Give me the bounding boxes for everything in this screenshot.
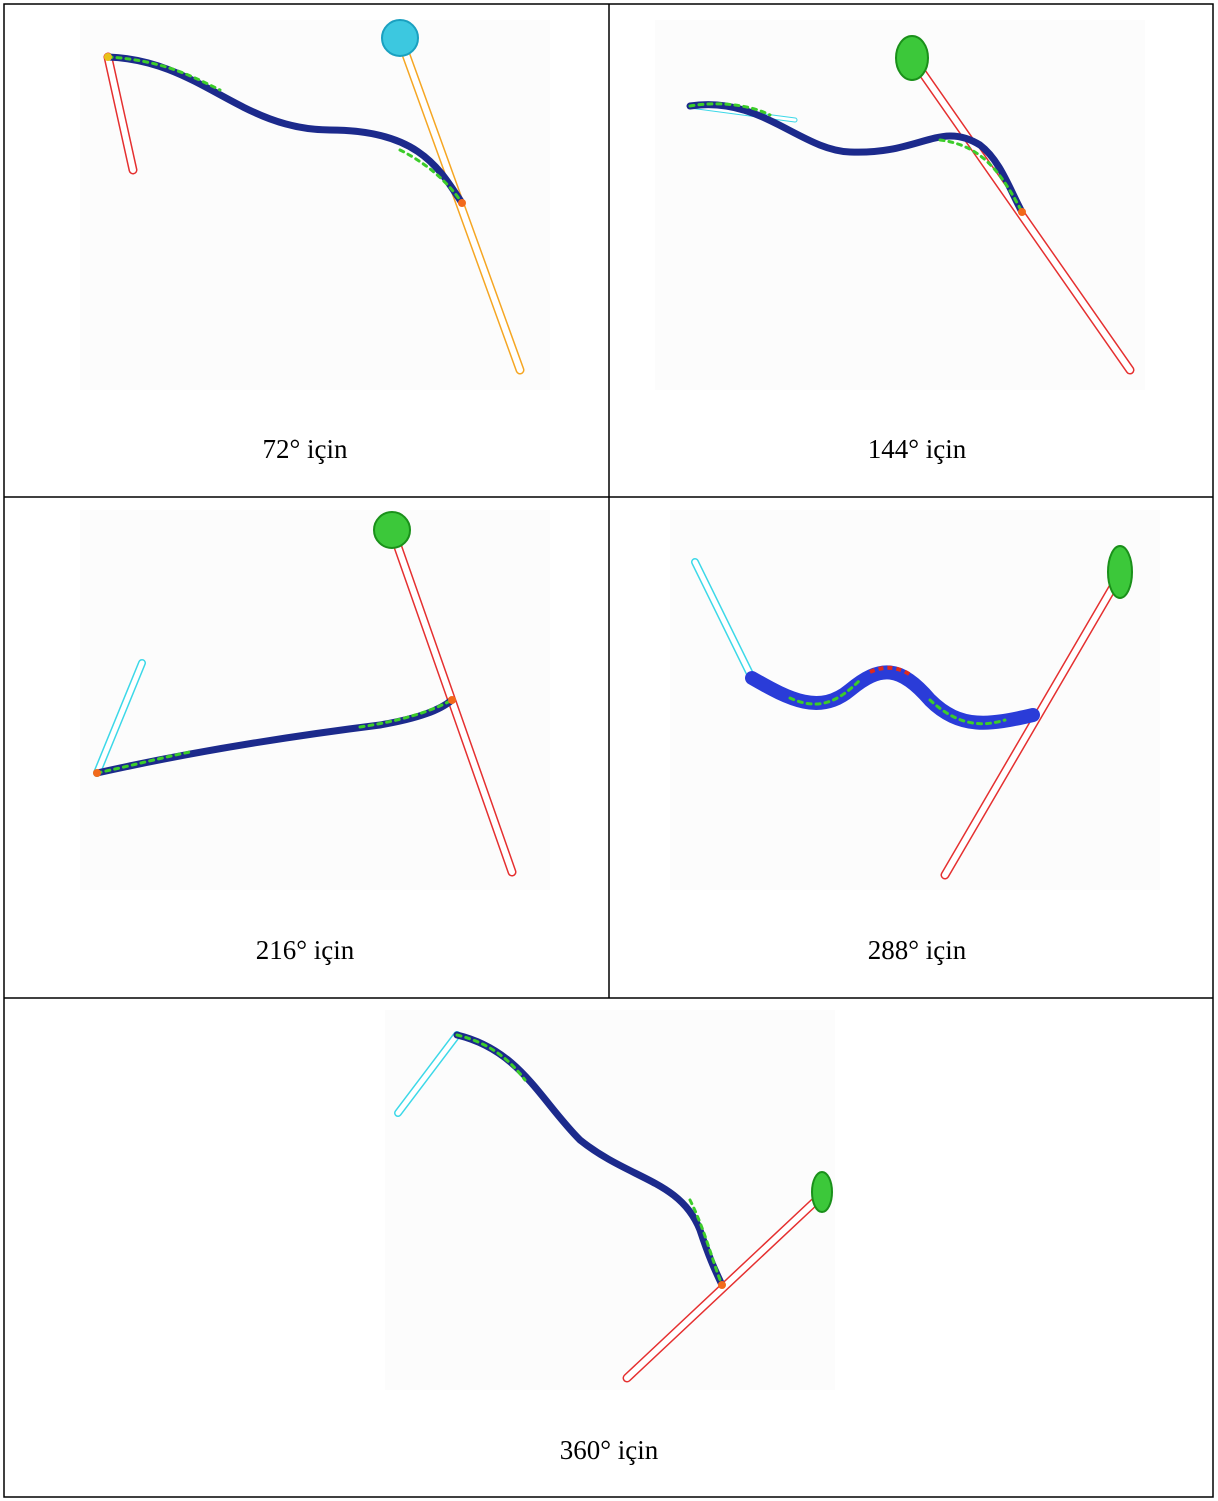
image-background: [655, 20, 1145, 390]
image-background: [80, 20, 550, 390]
caption: 144° için: [868, 434, 967, 464]
caption: 360° için: [560, 1435, 659, 1465]
image-background: [80, 510, 550, 890]
image-background: [385, 1010, 835, 1390]
page: 72° için 144° için 216° için 288° için 3…: [0, 0, 1218, 1501]
caption: 288° için: [868, 935, 967, 965]
caption: 216° için: [256, 935, 355, 965]
figure-table: 72° için 144° için 216° için 288° için 3…: [0, 0, 1218, 1501]
image-background: [670, 510, 1160, 890]
caption: 72° için: [262, 434, 348, 464]
